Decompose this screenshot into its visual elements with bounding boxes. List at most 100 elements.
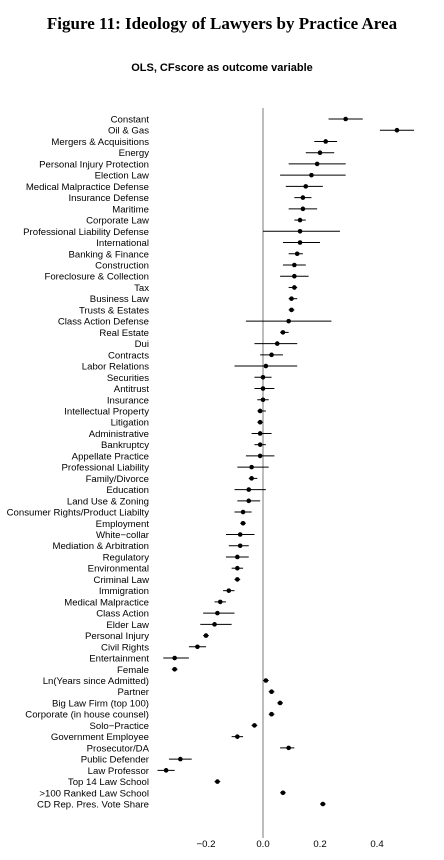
point-estimate bbox=[235, 565, 240, 571]
term-label: Big Law Firm (top 100) bbox=[52, 698, 149, 709]
term-label: White−collar bbox=[96, 530, 150, 541]
point-estimate bbox=[163, 768, 169, 773]
point-estimate bbox=[235, 577, 240, 582]
point-estimate bbox=[235, 554, 240, 560]
point-estimate bbox=[320, 801, 326, 807]
x-axis-ticks: −0.2 0.0 0.2 0.4 bbox=[197, 839, 385, 850]
point-estimate bbox=[292, 262, 297, 268]
point-estimates bbox=[163, 116, 400, 807]
point-estimate bbox=[252, 723, 257, 728]
point-estimate bbox=[289, 307, 294, 313]
point-estimate bbox=[260, 374, 266, 380]
point-estimate bbox=[257, 442, 263, 447]
point-estimate bbox=[240, 509, 246, 515]
term-label: Insurance Defense bbox=[68, 193, 149, 204]
point-estimate bbox=[297, 240, 303, 245]
term-label: Antitrust bbox=[114, 384, 150, 395]
term-label: Regulatory bbox=[103, 552, 150, 563]
term-label: International bbox=[96, 238, 149, 249]
term-label: Contracts bbox=[108, 350, 149, 361]
term-label: Government Employee bbox=[51, 732, 149, 743]
confidence-intervals bbox=[157, 118, 415, 805]
term-label: Top 14 Law School bbox=[68, 777, 149, 788]
point-estimate bbox=[300, 206, 306, 212]
term-label: Election Law bbox=[95, 171, 149, 182]
point-estimate bbox=[323, 139, 329, 144]
chart-title: Figure 11: Ideology of Lawyers by Practi… bbox=[46, 14, 398, 33]
point-estimate bbox=[237, 532, 243, 537]
point-estimate bbox=[292, 273, 297, 279]
term-label: Entertainment bbox=[89, 654, 149, 665]
point-estimate bbox=[286, 745, 291, 751]
term-label: Professional Liability bbox=[62, 463, 150, 474]
term-label: Education bbox=[106, 485, 149, 496]
point-estimate bbox=[240, 520, 246, 526]
term-label: Banking & Finance bbox=[68, 249, 149, 260]
point-estimate bbox=[309, 172, 314, 178]
term-label: Corporate Law bbox=[86, 216, 149, 227]
term-label: Administrative bbox=[89, 429, 149, 440]
point-estimate bbox=[257, 408, 263, 414]
term-label: Litigation bbox=[111, 418, 149, 429]
point-estimate bbox=[263, 363, 269, 369]
term-label: Energy bbox=[119, 148, 150, 159]
term-label: Tax bbox=[134, 283, 149, 294]
point-estimate bbox=[269, 711, 274, 717]
point-estimate bbox=[269, 689, 274, 695]
term-label: Securities bbox=[107, 373, 149, 384]
term-label: Class Action bbox=[96, 609, 149, 620]
term-label: Constant bbox=[111, 115, 150, 126]
term-label: Prosecutor/DA bbox=[87, 743, 150, 754]
point-estimate bbox=[249, 464, 254, 470]
point-estimate bbox=[297, 217, 303, 223]
point-estimate bbox=[257, 431, 263, 436]
term-label: Intellectual Property bbox=[64, 406, 149, 417]
term-label: Immigration bbox=[99, 586, 149, 597]
point-estimate bbox=[317, 150, 323, 155]
point-estimate bbox=[314, 161, 320, 167]
term-label: Mergers & Acquisitions bbox=[51, 137, 149, 148]
point-estimate bbox=[394, 127, 400, 133]
point-estimate bbox=[235, 734, 240, 739]
term-label: >100 Ranked Law School bbox=[39, 788, 149, 799]
term-label: Criminal Law bbox=[94, 575, 150, 586]
term-label: Trusts & Estates bbox=[79, 305, 149, 316]
term-label: Mediation & Arbitration bbox=[52, 541, 149, 552]
term-label: Professional Liability Defense bbox=[23, 227, 149, 238]
term-label: Personal Injury bbox=[85, 631, 149, 642]
point-estimate bbox=[343, 116, 348, 122]
term-label: CD Rep. Pres. Vote Share bbox=[37, 800, 149, 811]
point-estimate bbox=[269, 352, 274, 358]
point-estimate bbox=[260, 397, 266, 403]
point-estimate bbox=[226, 588, 232, 593]
point-estimate bbox=[260, 386, 266, 391]
term-label: Construction bbox=[95, 260, 149, 271]
point-estimate bbox=[215, 779, 220, 784]
point-estimate bbox=[303, 184, 309, 189]
point-estimate bbox=[277, 700, 283, 706]
term-label: Labor Relations bbox=[82, 362, 149, 373]
point-estimate bbox=[294, 251, 300, 257]
term-label: Environmental bbox=[88, 564, 149, 575]
point-estimate bbox=[178, 756, 183, 762]
point-estimate bbox=[237, 543, 243, 549]
term-label: Ln(Years since Admitted) bbox=[43, 676, 149, 687]
point-estimate bbox=[246, 487, 252, 492]
term-label: Personal Injury Protection bbox=[39, 159, 149, 170]
term-label: Civil Rights bbox=[101, 642, 149, 653]
term-label: Partner bbox=[118, 687, 150, 698]
term-label: Medical Malpractice bbox=[64, 597, 149, 608]
term-label: Solo−Practice bbox=[90, 721, 149, 732]
x-tick-label: 0.2 bbox=[313, 839, 326, 850]
point-estimate bbox=[249, 476, 254, 481]
term-label: Maritime bbox=[112, 204, 149, 215]
point-estimate bbox=[203, 633, 209, 638]
x-tick-label: 0.4 bbox=[370, 839, 384, 850]
point-estimate bbox=[300, 195, 306, 200]
term-label: Real Estate bbox=[99, 328, 149, 339]
point-estimate bbox=[195, 644, 200, 650]
x-tick-label: 0.0 bbox=[256, 839, 269, 850]
term-label: Family/Divorce bbox=[86, 474, 149, 485]
